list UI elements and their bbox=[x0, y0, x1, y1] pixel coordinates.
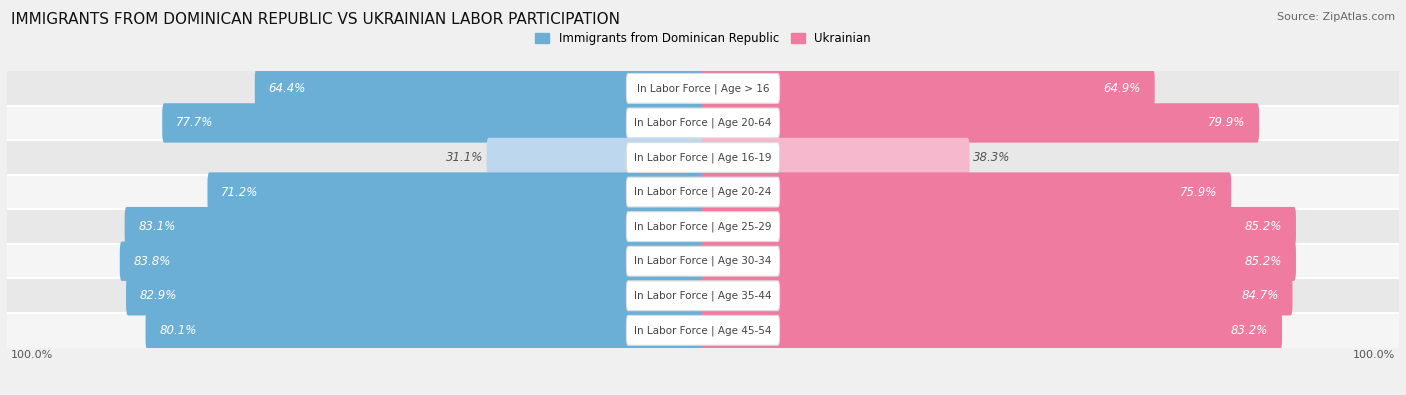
Text: In Labor Force | Age 25-29: In Labor Force | Age 25-29 bbox=[634, 221, 772, 232]
Text: In Labor Force | Age 20-24: In Labor Force | Age 20-24 bbox=[634, 187, 772, 198]
Legend: Immigrants from Dominican Republic, Ukrainian: Immigrants from Dominican Republic, Ukra… bbox=[530, 27, 876, 50]
FancyBboxPatch shape bbox=[627, 177, 779, 207]
Text: 64.4%: 64.4% bbox=[269, 82, 307, 95]
Text: 71.2%: 71.2% bbox=[221, 186, 259, 199]
FancyBboxPatch shape bbox=[702, 276, 1292, 316]
Text: 100.0%: 100.0% bbox=[10, 350, 53, 360]
FancyBboxPatch shape bbox=[702, 207, 1296, 246]
FancyBboxPatch shape bbox=[127, 276, 704, 316]
FancyBboxPatch shape bbox=[702, 172, 1232, 212]
Text: In Labor Force | Age 35-44: In Labor Force | Age 35-44 bbox=[634, 290, 772, 301]
FancyBboxPatch shape bbox=[627, 212, 779, 241]
Text: In Labor Force | Age 30-34: In Labor Force | Age 30-34 bbox=[634, 256, 772, 267]
Text: In Labor Force | Age > 16: In Labor Force | Age > 16 bbox=[637, 83, 769, 94]
FancyBboxPatch shape bbox=[627, 316, 779, 345]
Text: 77.7%: 77.7% bbox=[176, 117, 214, 130]
FancyBboxPatch shape bbox=[627, 143, 779, 172]
FancyBboxPatch shape bbox=[627, 281, 779, 310]
FancyBboxPatch shape bbox=[702, 310, 1282, 350]
Text: 64.9%: 64.9% bbox=[1104, 82, 1140, 95]
FancyBboxPatch shape bbox=[254, 69, 704, 108]
Text: 83.8%: 83.8% bbox=[134, 255, 172, 268]
Text: 82.9%: 82.9% bbox=[141, 289, 177, 302]
Bar bbox=[7, 140, 1399, 175]
FancyBboxPatch shape bbox=[702, 69, 1154, 108]
FancyBboxPatch shape bbox=[627, 108, 779, 138]
Bar bbox=[7, 278, 1399, 313]
FancyBboxPatch shape bbox=[702, 103, 1260, 143]
Text: 80.1%: 80.1% bbox=[159, 324, 197, 337]
Text: 79.9%: 79.9% bbox=[1208, 117, 1246, 130]
Text: 85.2%: 85.2% bbox=[1244, 255, 1282, 268]
Bar bbox=[7, 209, 1399, 244]
Text: 75.9%: 75.9% bbox=[1180, 186, 1218, 199]
FancyBboxPatch shape bbox=[146, 310, 704, 350]
FancyBboxPatch shape bbox=[125, 207, 704, 246]
Text: 83.1%: 83.1% bbox=[139, 220, 176, 233]
Bar bbox=[7, 175, 1399, 209]
FancyBboxPatch shape bbox=[627, 73, 779, 103]
Text: 100.0%: 100.0% bbox=[1353, 350, 1396, 360]
FancyBboxPatch shape bbox=[208, 172, 704, 212]
Bar bbox=[7, 71, 1399, 106]
Text: 83.2%: 83.2% bbox=[1230, 324, 1268, 337]
Text: In Labor Force | Age 16-19: In Labor Force | Age 16-19 bbox=[634, 152, 772, 163]
FancyBboxPatch shape bbox=[702, 241, 1296, 281]
Text: 38.3%: 38.3% bbox=[973, 151, 1011, 164]
Text: In Labor Force | Age 45-54: In Labor Force | Age 45-54 bbox=[634, 325, 772, 336]
Bar bbox=[7, 313, 1399, 348]
FancyBboxPatch shape bbox=[120, 241, 704, 281]
FancyBboxPatch shape bbox=[702, 138, 970, 177]
Text: Source: ZipAtlas.com: Source: ZipAtlas.com bbox=[1277, 12, 1395, 22]
Text: 31.1%: 31.1% bbox=[446, 151, 484, 164]
Text: 84.7%: 84.7% bbox=[1241, 289, 1278, 302]
Text: 85.2%: 85.2% bbox=[1244, 220, 1282, 233]
Bar bbox=[7, 106, 1399, 140]
Text: IMMIGRANTS FROM DOMINICAN REPUBLIC VS UKRAINIAN LABOR PARTICIPATION: IMMIGRANTS FROM DOMINICAN REPUBLIC VS UK… bbox=[11, 12, 620, 27]
FancyBboxPatch shape bbox=[486, 138, 704, 177]
FancyBboxPatch shape bbox=[627, 246, 779, 276]
Bar bbox=[7, 244, 1399, 278]
FancyBboxPatch shape bbox=[162, 103, 704, 143]
Text: In Labor Force | Age 20-64: In Labor Force | Age 20-64 bbox=[634, 118, 772, 128]
